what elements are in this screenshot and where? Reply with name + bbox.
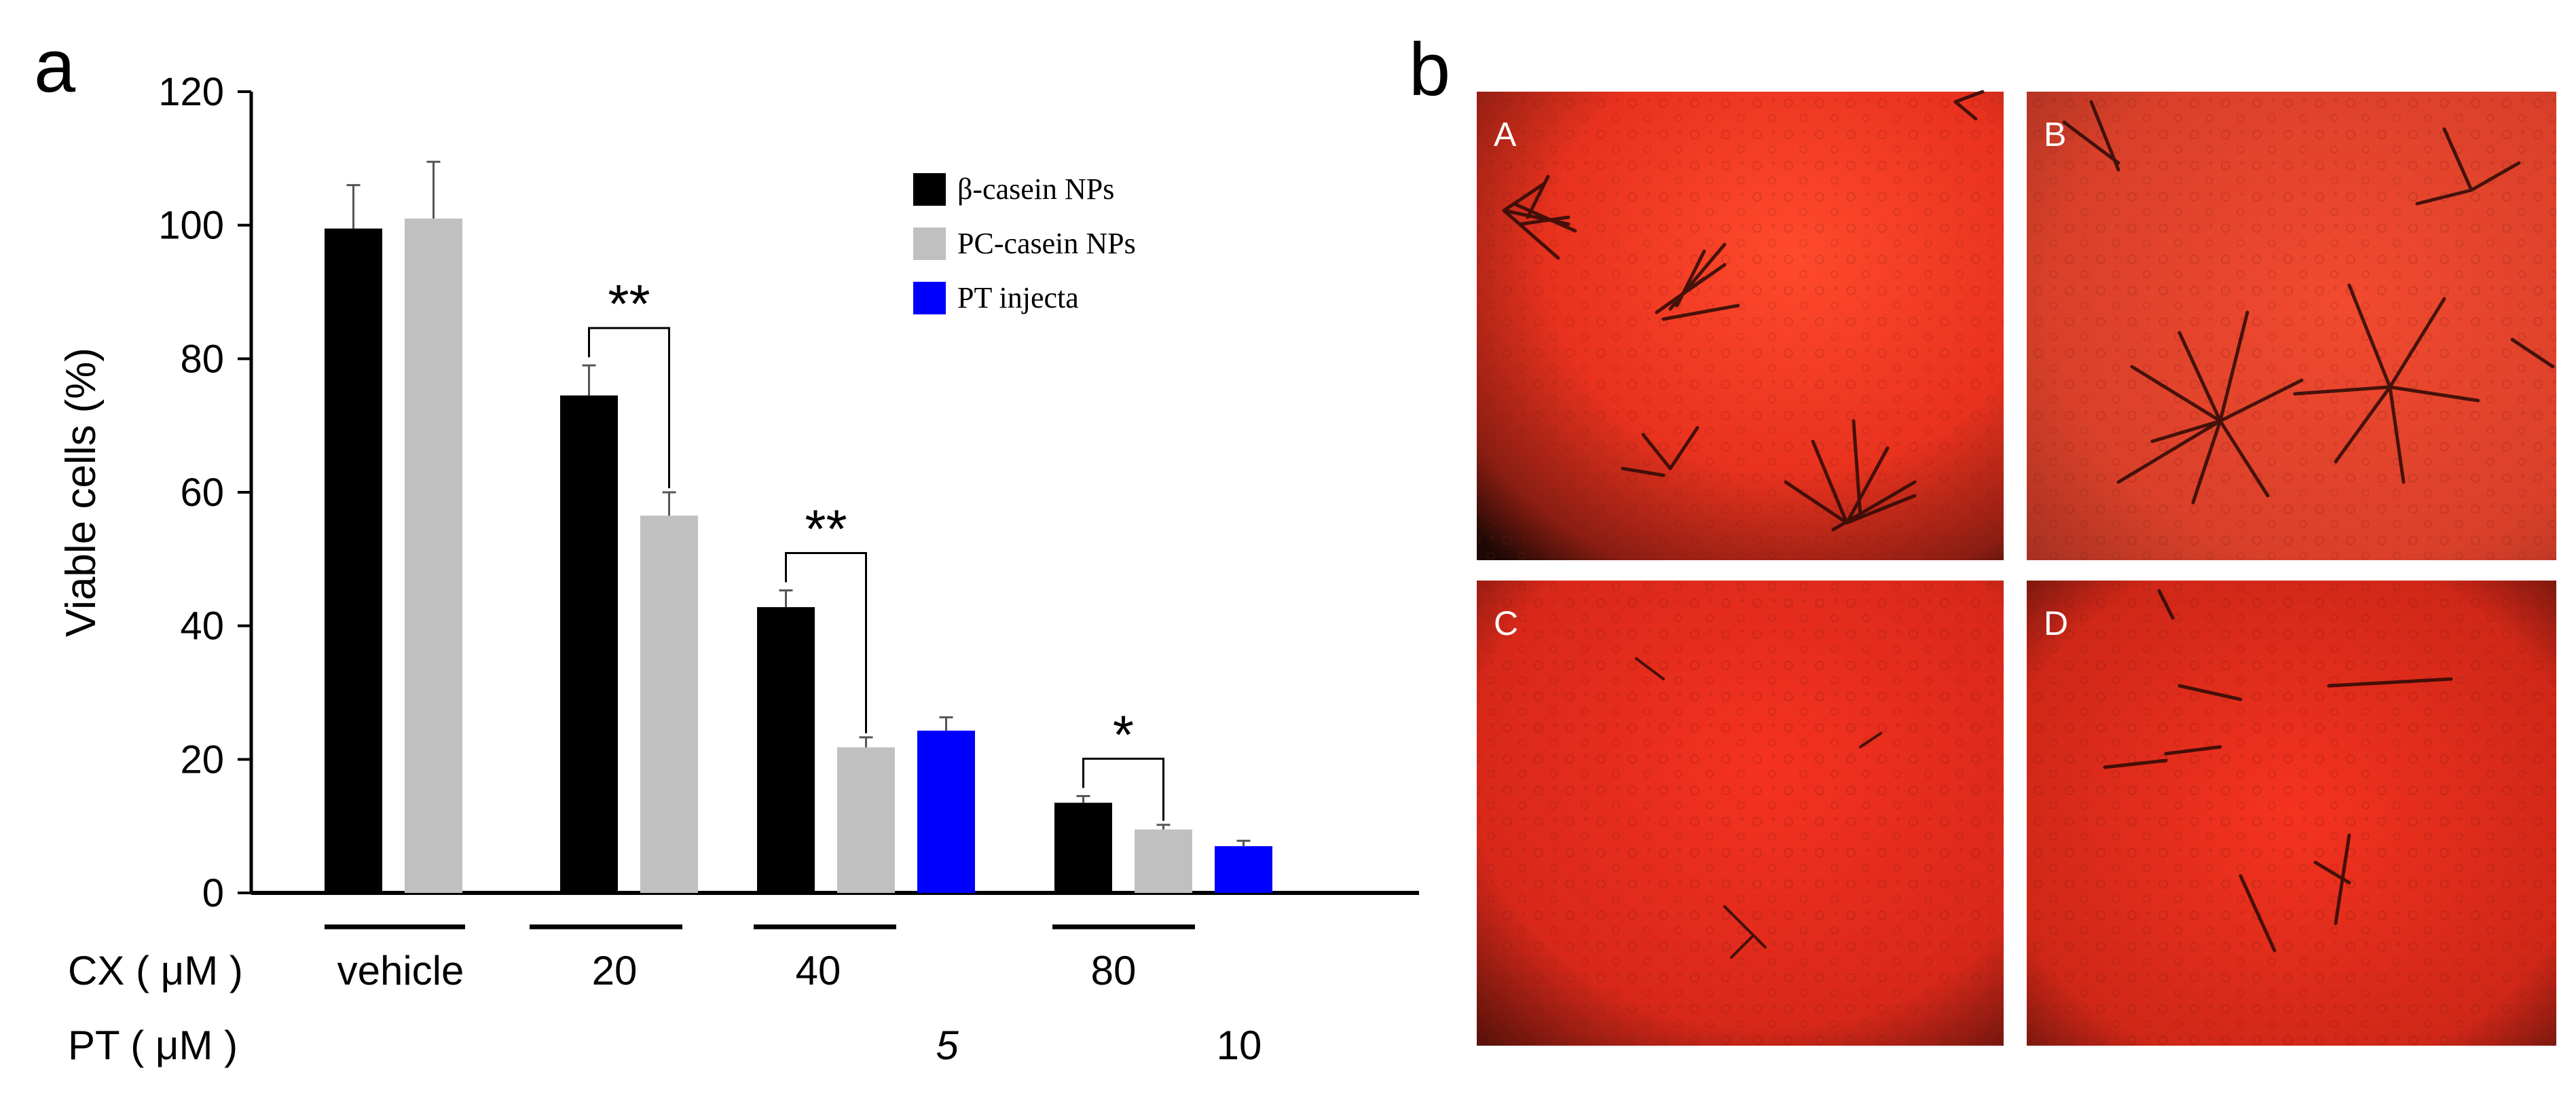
bar (757, 607, 815, 893)
legend: β-casein NPs PC-casein NPs PT injecta (913, 172, 1136, 314)
crystal-cluster (2062, 100, 2555, 505)
crystal-fragments (1635, 657, 1882, 959)
bar (405, 218, 462, 893)
micrograph-c: C (1477, 581, 2004, 1046)
legend-swatch-pt-injecta (913, 282, 946, 314)
cx-group-label: 80 (1091, 948, 1137, 993)
y-tick-label: 20 (180, 737, 224, 782)
legend-swatch-beta-casein (913, 173, 946, 206)
significance-bracket (785, 552, 867, 733)
pt-group-label: 5 (936, 1023, 959, 1068)
bar (917, 731, 975, 893)
group-labels: vehicle 20 40 5 80 10 (337, 948, 1262, 1068)
cx-group-label: 20 (592, 948, 638, 993)
bar (837, 747, 895, 893)
bar (640, 515, 698, 893)
bar-marks (325, 218, 1272, 893)
y-tick-label: 60 (180, 471, 224, 515)
significance-bracket (1082, 757, 1164, 821)
y-tick-label: 40 (180, 604, 224, 648)
significance-marker: * (1113, 704, 1134, 765)
error-bars (346, 160, 1251, 847)
bar (1135, 829, 1192, 893)
micrograph-d: D (2027, 581, 2556, 1046)
bar (560, 395, 618, 893)
micrograph-grid: A B C (1477, 90, 2556, 1046)
y-tick-label: 120 (158, 70, 224, 114)
y-tick-label: 100 (158, 204, 224, 248)
cx-row-label: CX ( μM ) (68, 948, 243, 993)
significance-annotations: ***** (588, 274, 1164, 821)
bar (325, 228, 382, 893)
bar (1054, 803, 1112, 893)
panel-a-label: a (34, 24, 76, 108)
y-tick-label: 0 (202, 871, 224, 915)
significance-marker: ** (805, 499, 847, 560)
micrograph-d-label: D (2044, 604, 2068, 642)
panel-b-label: b (1409, 28, 1450, 111)
legend-label-pt-injecta: PT injecta (957, 281, 1079, 314)
legend-label-beta-casein: β-casein NPs (957, 172, 1114, 206)
y-axis-label: Viable cells (%) (58, 348, 105, 637)
legend-label-pc-casein: PC-casein NPs (957, 227, 1136, 260)
crystal-fragments (2103, 589, 2453, 953)
significance-bracket (588, 327, 670, 488)
significance-marker: ** (608, 274, 650, 334)
pt-group-label: 10 (1217, 1023, 1262, 1068)
micrograph-c-label: C (1494, 604, 1518, 642)
crystal-cluster (1502, 90, 1985, 532)
legend-swatch-pc-casein (913, 227, 946, 260)
y-tick-label: 80 (180, 337, 224, 381)
micrograph-b-label: B (2044, 115, 2066, 153)
cx-group-label: vehicle (337, 948, 464, 993)
bar (1215, 846, 1272, 893)
micrograph-a: A (1477, 90, 2004, 560)
micrograph-a-label: A (1494, 115, 1517, 153)
y-axis-ticks: 0 20 40 60 80 100 120 (158, 70, 251, 915)
cx-group-label: 40 (796, 948, 841, 993)
micrograph-b: B (2027, 92, 2556, 560)
pt-row-label: PT ( μM ) (68, 1023, 238, 1068)
